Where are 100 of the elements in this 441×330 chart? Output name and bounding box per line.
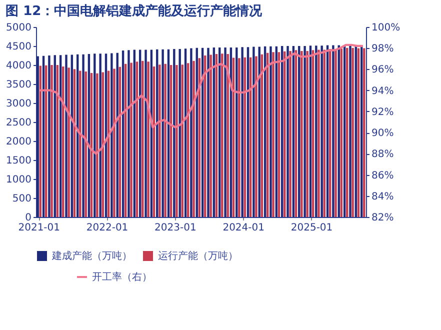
bar	[312, 50, 314, 217]
bar	[84, 71, 87, 217]
bar	[354, 45, 358, 217]
bar	[326, 45, 329, 217]
bar	[363, 48, 366, 217]
bar	[357, 48, 360, 217]
bar	[190, 48, 192, 217]
y-tick-label: 2000	[6, 136, 32, 148]
legend-label: 运行产能（万吨）	[158, 250, 238, 262]
y2-tick-label: 82%	[372, 212, 394, 224]
bar	[241, 47, 244, 217]
bar	[334, 49, 337, 217]
bar	[65, 54, 68, 217]
y-tick-label: 3000	[6, 98, 32, 110]
y2-tick-label: 98%	[372, 44, 394, 55]
bar	[304, 46, 306, 217]
bar	[215, 54, 218, 217]
bar	[68, 68, 70, 217]
bar	[292, 46, 295, 217]
bar	[221, 54, 224, 217]
bar	[323, 50, 326, 217]
bar	[294, 50, 298, 217]
y2-tick-label: 100%	[372, 22, 400, 34]
bar	[36, 56, 39, 217]
bar	[309, 46, 312, 217]
bar	[289, 50, 292, 217]
bar	[128, 50, 130, 217]
x-tick-label: 2022-01	[86, 222, 128, 234]
bar	[349, 45, 352, 217]
bar	[50, 65, 53, 217]
y-tick-label: 1500	[6, 156, 32, 166]
bar	[144, 50, 147, 217]
y2-tick-label: 94%	[372, 86, 394, 97]
y-tick-label: 1000	[6, 174, 32, 186]
x-tick-label: 2021-01	[18, 222, 60, 234]
chart-title: 图 12：中国电解铝建成产能及运行产能情况	[6, 3, 264, 19]
bar	[113, 68, 116, 217]
y-tick-label: 3500	[6, 80, 32, 90]
bar	[306, 50, 308, 217]
y-tick-label: 0	[25, 212, 32, 224]
bar	[328, 49, 332, 217]
y2-tick-label: 88%	[372, 149, 394, 160]
y-tick-label: 4000	[6, 60, 32, 72]
x-tick-label: 2025-01	[290, 222, 333, 234]
y2-tick-label: 92%	[372, 106, 394, 118]
bar	[218, 48, 221, 217]
bar	[244, 57, 246, 217]
bar	[226, 54, 229, 217]
bar	[147, 62, 150, 217]
bar	[176, 65, 178, 217]
bar	[99, 54, 102, 217]
bar	[224, 48, 226, 217]
bar	[286, 46, 289, 217]
y-tick-label: 2500	[6, 118, 32, 128]
bar	[343, 45, 346, 217]
bar	[236, 48, 238, 217]
bar	[82, 54, 84, 217]
bar	[79, 70, 82, 217]
bar	[48, 56, 50, 217]
bar	[332, 45, 334, 217]
bar	[280, 46, 284, 217]
bar	[340, 48, 343, 217]
bar	[298, 46, 300, 217]
line-series	[38, 44, 364, 155]
bar	[252, 46, 255, 217]
legend-label: 开工率（右）	[92, 271, 152, 283]
bar	[173, 49, 176, 217]
bar	[178, 49, 181, 217]
bar	[246, 47, 250, 217]
y2-tick-label: 86%	[372, 170, 394, 182]
bar	[352, 48, 354, 217]
y2-tick-label: 84%	[372, 191, 394, 202]
bar	[192, 60, 195, 217]
bar	[278, 52, 280, 217]
bar	[338, 45, 340, 217]
bar	[96, 73, 98, 217]
bar	[275, 46, 278, 217]
x-tick-label: 2024-01	[222, 222, 264, 234]
bar	[207, 48, 210, 217]
bar	[238, 58, 240, 217]
bar	[320, 46, 323, 217]
bar	[255, 56, 258, 217]
y-tick-label: 500	[12, 194, 32, 204]
y-tick-label: 5000	[6, 22, 32, 34]
bar	[210, 54, 212, 217]
y2-tick-label: 96%	[372, 64, 394, 76]
bar	[272, 52, 274, 217]
y-tick-label: 4500	[6, 42, 32, 52]
bar	[212, 48, 216, 217]
y2-tick-label: 90%	[372, 128, 394, 140]
x-tick-label: 2023-01	[154, 222, 196, 234]
bar	[315, 46, 318, 217]
bar	[110, 53, 113, 217]
bar	[270, 46, 272, 217]
bar	[162, 49, 164, 217]
bar	[158, 64, 161, 217]
bar	[346, 48, 348, 217]
bar	[360, 45, 363, 217]
bar	[130, 62, 132, 217]
bar	[318, 50, 320, 217]
